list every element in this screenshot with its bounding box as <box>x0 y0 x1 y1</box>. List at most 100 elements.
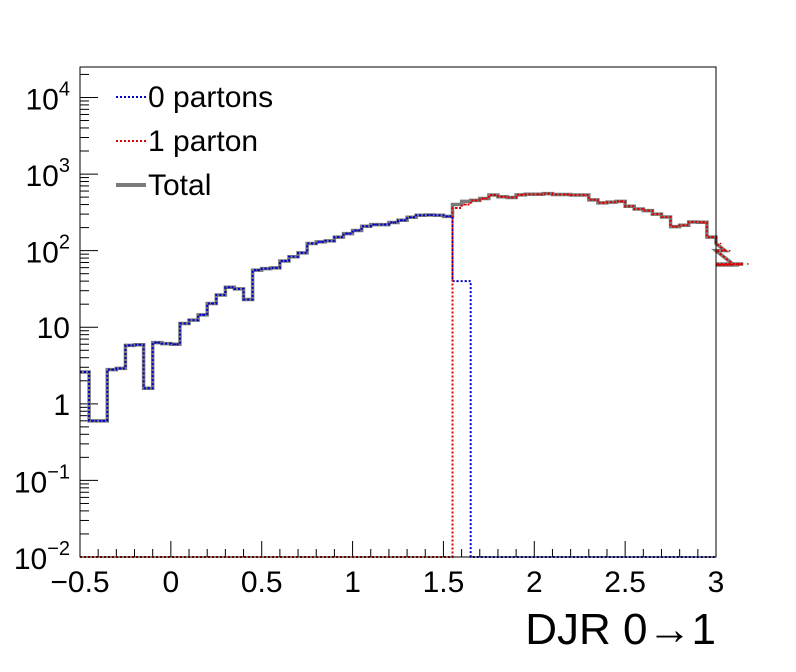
data-point <box>410 216 413 219</box>
axis-ticks <box>79 73 717 557</box>
legend: 0 partons 1 parton Total <box>116 81 273 202</box>
data-point <box>528 193 531 196</box>
data-point <box>465 203 467 206</box>
data-point <box>547 192 549 195</box>
data-point <box>737 264 740 266</box>
data-point <box>628 205 631 208</box>
data-point <box>83 371 86 373</box>
legend-label: Total <box>148 169 211 202</box>
data-point <box>637 208 640 210</box>
data-point <box>101 420 104 422</box>
data-point <box>510 196 513 199</box>
data-point <box>474 199 477 202</box>
data-point <box>456 203 458 206</box>
data-point <box>247 298 249 301</box>
data-point <box>329 240 331 242</box>
data-point <box>465 280 467 282</box>
data-point <box>719 242 722 245</box>
y-tick-label: 10−1 <box>14 461 70 499</box>
x-tick-label: 2 <box>526 566 543 599</box>
data-point <box>592 199 595 201</box>
data-point <box>365 225 368 228</box>
y-tick-base: 10 <box>26 160 59 193</box>
legend-label: 1 parton <box>148 125 258 158</box>
y-tick-label: 104 <box>26 78 71 116</box>
data-point <box>92 420 95 422</box>
y-tick-exponent: 4 <box>59 78 70 100</box>
data-point <box>283 260 286 262</box>
x-tick-label: 0 <box>163 566 180 599</box>
x-tick-label: −0.5 <box>50 566 109 599</box>
data-point <box>519 194 522 196</box>
data-point <box>674 225 676 228</box>
y-tick-exponent: −1 <box>47 461 70 483</box>
y-tick-base: 10 <box>14 466 47 499</box>
data-series <box>80 191 749 558</box>
data-point <box>201 314 204 316</box>
data-point <box>192 319 195 321</box>
data-point <box>574 194 576 196</box>
data-point <box>220 294 222 296</box>
data-point <box>183 322 186 325</box>
y-tick-label: 10−2 <box>14 538 70 576</box>
data-point <box>383 223 386 226</box>
legend-label: 0 partons <box>148 81 273 114</box>
data-point <box>256 269 258 271</box>
data-point <box>728 249 731 252</box>
y-tick-base: 10 <box>14 543 47 576</box>
data-point <box>210 302 213 305</box>
data-point <box>483 197 486 200</box>
x-tick-label: 1.5 <box>423 566 465 599</box>
data-point <box>292 255 295 258</box>
data-point <box>601 202 604 204</box>
data-point <box>610 201 613 203</box>
data-point <box>301 252 304 254</box>
y-tick-label: 103 <box>26 155 71 193</box>
x-tick-label: 1 <box>344 566 361 599</box>
x-tick-label: 2.5 <box>604 566 646 599</box>
y-tick-label: 10 <box>37 312 70 345</box>
data-point <box>429 214 431 216</box>
data-point <box>310 242 313 245</box>
plot-frame <box>79 66 717 558</box>
y-tick-exponent: 3 <box>59 155 70 177</box>
data-point <box>501 195 504 198</box>
data-point <box>692 221 695 223</box>
data-point <box>174 343 177 346</box>
data-point <box>156 341 159 344</box>
y-tick-base: 10 <box>26 237 59 270</box>
data-point <box>447 215 449 218</box>
data-point <box>556 193 558 196</box>
x-tick-label: 0.5 <box>241 566 283 599</box>
data-point <box>538 193 540 196</box>
y-tick-label: 1 <box>53 389 70 422</box>
data-point <box>565 193 567 196</box>
data-point <box>347 232 349 235</box>
data-point <box>120 367 122 370</box>
data-point <box>492 194 495 196</box>
data-point <box>374 223 377 226</box>
data-point <box>265 267 268 270</box>
data-point <box>238 288 240 290</box>
data-point <box>438 214 440 217</box>
series-line-1-parton <box>80 192 744 558</box>
data-point <box>710 236 713 238</box>
data-point <box>683 224 685 226</box>
data-point <box>392 221 395 224</box>
data-point <box>456 207 458 209</box>
data-point <box>138 343 140 346</box>
data-point <box>401 219 404 222</box>
data-point <box>319 241 322 243</box>
data-point <box>701 221 704 224</box>
data-point <box>465 200 467 203</box>
data-point <box>647 209 649 212</box>
y-tick-exponent: 2 <box>59 232 70 254</box>
data-point <box>456 280 458 282</box>
data-point <box>229 286 231 289</box>
data-point <box>338 236 340 238</box>
data-point <box>111 368 113 371</box>
data-point <box>665 216 667 218</box>
x-tick-label: 3 <box>708 566 725 599</box>
data-point <box>129 344 131 347</box>
